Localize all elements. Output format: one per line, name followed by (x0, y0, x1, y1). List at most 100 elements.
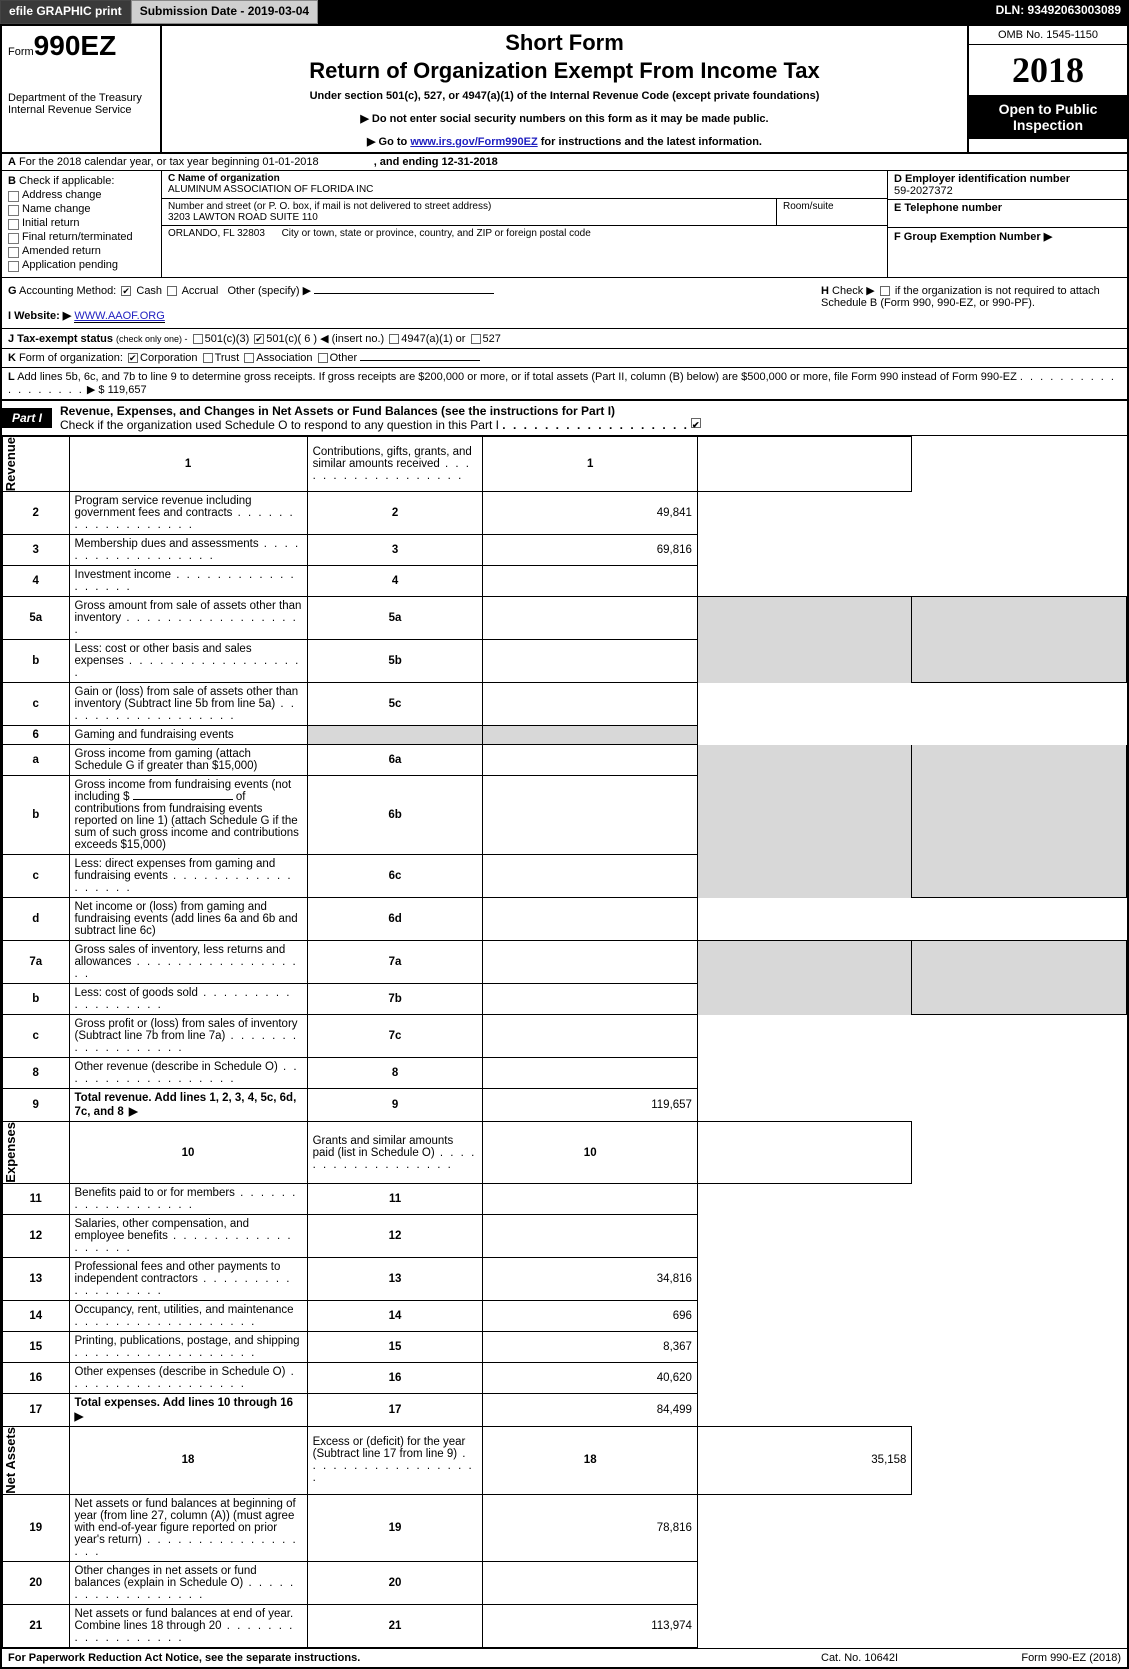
chk-assoc[interactable] (244, 353, 254, 363)
chk-527[interactable] (471, 334, 481, 344)
top-bar: efile GRAPHIC print Submission Date - 20… (0, 0, 1129, 24)
k-label: K (8, 352, 16, 364)
g-text: Accounting Method: (19, 285, 116, 297)
ln21-amt: 113,974 (483, 1604, 698, 1647)
main-title: Return of Organization Exempt From Incom… (172, 58, 957, 84)
section-gh: G Accounting Method: Cash Accrual Other … (2, 278, 1127, 329)
h-label: H (821, 285, 829, 297)
d-value: 59-2027372 (894, 185, 953, 197)
chk-application-pending[interactable]: Application pending (8, 259, 155, 271)
website-link[interactable]: WWW.AAOF.ORG (74, 310, 164, 323)
ln19-amt: 78,816 (483, 1494, 698, 1561)
ln1-amt (697, 437, 912, 492)
ln6a-grey2 (912, 745, 1127, 776)
efile-button[interactable]: efile GRAPHIC print (0, 0, 131, 24)
b-check-if: Check if applicable: (19, 175, 114, 187)
part1-check-o: Check if the organization used Schedule … (60, 418, 499, 432)
subtitle-3: ▶ Go to www.irs.gov/Form990EZ for instru… (172, 135, 957, 148)
open-line1: Open to Public (971, 101, 1125, 117)
header-row: Form990EZ Department of the Treasury Int… (2, 26, 1127, 154)
ln14-num: 14 (3, 1300, 70, 1331)
chk-501c3[interactable] (193, 334, 203, 344)
ln6b-desc: Gross income from fundraising events (no… (69, 776, 307, 855)
ln5c-col: 5c (307, 683, 483, 726)
part1-dots (502, 418, 689, 432)
c-addr-value: 3203 LAWTON ROAD SUITE 110 (168, 212, 318, 223)
ln16-col: 16 (307, 1362, 483, 1393)
netassets-vlabel: Net Assets (3, 1427, 18, 1494)
ln20-num: 20 (3, 1561, 70, 1604)
ln1-col: 1 (483, 437, 698, 492)
submission-date: Submission Date - 2019-03-04 (131, 0, 318, 24)
open-line2: Inspection (971, 117, 1125, 133)
ln10-desc: Grants and similar amounts paid (list in… (307, 1122, 483, 1184)
ln18-amt: 35,158 (697, 1426, 912, 1494)
irs-link[interactable]: www.irs.gov/Form990EZ (410, 136, 537, 148)
ln17-col: 17 (307, 1393, 483, 1426)
ln6d-amt (483, 898, 698, 941)
h-text1: Check ▶ (832, 285, 875, 297)
section-b-right: D Employer identification number 59-2027… (887, 171, 1127, 277)
chk-cash[interactable] (121, 286, 131, 296)
ln2-col: 2 (307, 492, 483, 535)
ln7c-num: c (3, 1015, 70, 1058)
ln16-num: 16 (3, 1362, 70, 1393)
footer-left: For Paperwork Reduction Act Notice, see … (8, 1652, 821, 1664)
ln7a-subcol: 7a (307, 941, 483, 984)
dln: DLN: 93492063003089 (988, 0, 1129, 24)
d-ein-block: D Employer identification number 59-2027… (888, 171, 1127, 200)
chk-corp[interactable] (128, 353, 138, 363)
ln6b-blank[interactable] (133, 799, 233, 800)
g-other-line[interactable] (314, 293, 494, 294)
ln15-amt: 8,367 (483, 1331, 698, 1362)
ln17-num: 17 (3, 1393, 70, 1426)
ln4-col: 4 (307, 566, 483, 597)
ln13-num: 13 (3, 1257, 70, 1300)
ln9-col: 9 (307, 1089, 483, 1122)
chk-h[interactable] (880, 286, 890, 296)
section-b-left: B Check if applicable: Address change Na… (2, 171, 162, 277)
website-label: I Website: ▶ (8, 310, 71, 322)
chk-name-change[interactable]: Name change (8, 203, 155, 215)
ln11-col: 11 (307, 1183, 483, 1214)
ln4-desc: Investment income (69, 566, 307, 597)
chk-initial-return[interactable]: Initial return (8, 217, 155, 229)
f-label: F Group Exemption Number ▶ (894, 231, 1052, 243)
line-a: A For the 2018 calendar year, or tax yea… (2, 154, 1127, 171)
k-text: Form of organization: (19, 352, 123, 364)
line-a-text: For the 2018 calendar year, or tax year … (19, 156, 319, 168)
chk-trust[interactable] (203, 353, 213, 363)
ln15-num: 15 (3, 1331, 70, 1362)
line-a-ending: , and ending 12-31-2018 (374, 156, 498, 168)
ln10-num: 10 (69, 1122, 307, 1184)
chk-amended-return[interactable]: Amended return (8, 245, 155, 257)
chk-501c[interactable] (254, 334, 264, 344)
ln9-amt: 119,657 (483, 1089, 698, 1122)
ln2-desc: Program service revenue including govern… (69, 492, 307, 535)
ln12-desc: Salaries, other compensation, and employ… (69, 1214, 307, 1257)
d-label: D Employer identification number (894, 173, 1070, 185)
ln7b-subcol: 7b (307, 984, 483, 1015)
ln5a-num: 5a (3, 597, 70, 640)
ln19-desc: Net assets or fund balances at beginning… (69, 1494, 307, 1561)
chk-address-change[interactable]: Address change (8, 189, 155, 201)
chk-accrual[interactable] (167, 286, 177, 296)
footer-center: Cat. No. 10642I (821, 1652, 971, 1664)
ln7c-amt (483, 1015, 698, 1058)
ln5b-num: b (3, 640, 70, 683)
ln19-num: 19 (3, 1494, 70, 1561)
chk-schedule-o[interactable] (691, 418, 701, 428)
ln5a-grey2 (912, 597, 1127, 640)
j-opt-2: 4947(a)(1) or (401, 333, 465, 345)
chk-final-return[interactable]: Final return/terminated (8, 231, 155, 243)
ln1-desc: Contributions, gifts, grants, and simila… (307, 437, 483, 492)
revenue-vlabel: Revenue (3, 437, 18, 491)
ln12-col: 12 (307, 1214, 483, 1257)
k-other-line[interactable] (360, 360, 480, 361)
chk-4947[interactable] (389, 334, 399, 344)
chk-other[interactable] (318, 353, 328, 363)
part1-title-block: Revenue, Expenses, and Changes in Net As… (52, 401, 719, 435)
ln5b-grey1 (697, 640, 912, 683)
ln7a-num: 7a (3, 941, 70, 984)
netassets-side-label: Net Assets (3, 1426, 70, 1494)
